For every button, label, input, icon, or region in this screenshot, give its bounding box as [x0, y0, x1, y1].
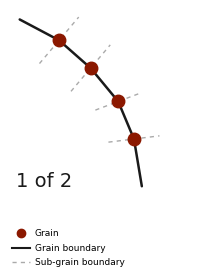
Legend: Grain, Grain boundary, Sub-grain boundary: Grain, Grain boundary, Sub-grain boundar…: [8, 226, 128, 271]
Text: 1 of 2: 1 of 2: [16, 172, 72, 191]
